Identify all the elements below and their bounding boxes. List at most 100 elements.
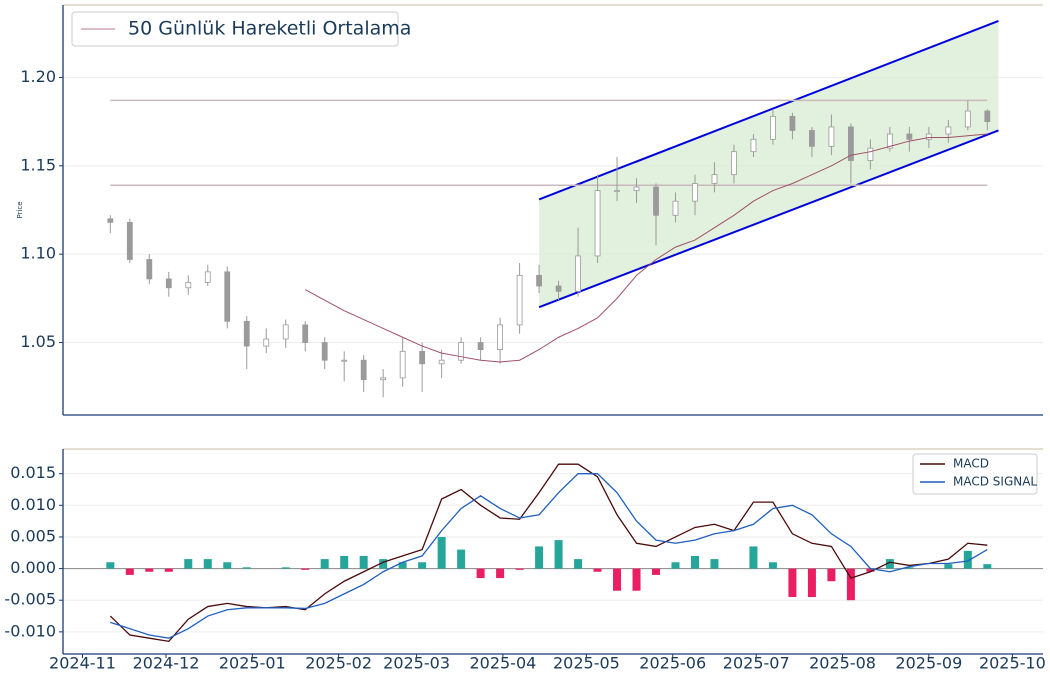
histogram-bar [223,562,232,569]
histogram-bar [652,568,661,575]
histogram-bar [807,568,816,598]
candle-body [653,186,659,216]
histogram-bar [632,568,641,591]
y-tick-label: 0.005 [10,526,56,545]
histogram-bar [866,568,875,572]
histogram-bar [145,568,154,572]
histogram-bar [457,549,466,569]
histogram-bar [905,567,914,569]
histogram-bar [885,559,894,569]
x-tick-label: 2024-12 [133,654,200,673]
histogram-bar [827,568,836,582]
candle-body [126,221,133,260]
candle-body [575,255,581,292]
candle-body [360,359,367,381]
histogram-bar [749,546,758,569]
y-tick-label: 0.015 [10,463,56,482]
histogram-bar [944,564,953,569]
histogram-bar [846,568,855,601]
channel-line [538,19,999,201]
histogram-bar [301,568,310,570]
candle-body [809,130,815,147]
y-tick-label: 0.000 [10,558,56,577]
candle-body [906,133,913,140]
candle-body [789,115,796,131]
histogram-bar [242,567,251,569]
candle-body [925,133,932,140]
candle-body [964,110,971,128]
x-tick-label: 2025-08 [809,654,876,673]
channel-fill [539,20,999,308]
candle-body [243,320,250,347]
histogram-bar [359,555,368,569]
legend-label: MACD [953,457,989,471]
y-tick-label: -0.010 [4,621,56,640]
y-tick-label: 1.15 [20,155,56,174]
candle-body [458,342,465,361]
candle-body [945,126,952,135]
histogram-bar [437,536,446,569]
candle-body [146,259,153,280]
candle-body [438,359,445,365]
histogram-bar [554,540,563,569]
candle-body [419,350,426,365]
candle-body [263,338,270,347]
candle-body [185,282,192,289]
candle-body [204,271,211,283]
x-tick-label: 2025-09 [895,654,962,673]
histogram-bar [320,559,329,569]
macd-line [110,473,988,639]
y-tick-label: 1.10 [20,244,56,263]
x-tick-label: 2025-01 [219,654,286,673]
histogram-bar [535,546,544,569]
histogram-bar [476,568,485,579]
x-tick-label: 2024-11 [49,654,116,673]
histogram-bar [671,562,680,569]
moving-average-line [304,133,988,363]
candle-body [224,271,231,322]
histogram-bar [768,562,777,569]
histogram-bar [983,564,992,569]
histogram-bar [125,568,134,575]
candle-body [497,324,504,351]
channel-line [538,129,999,309]
histogram-bar [184,559,193,569]
y-tick-label: 1.05 [20,332,56,351]
histogram-bar [203,559,212,569]
histogram-bar [281,567,290,569]
candle-body [341,359,348,362]
y-axis-label: Price [16,201,24,218]
candle-body [711,174,718,184]
y-tick-label: -0.005 [4,590,56,609]
histogram-bar [106,562,115,569]
candle-body [770,115,776,140]
histogram-bar [340,555,349,569]
candle-body [672,200,679,216]
histogram-bar [515,568,524,570]
histogram-bar [496,568,505,579]
candle-body [536,274,542,287]
histogram-bar [574,559,583,569]
candle-body [555,285,562,292]
histogram-bar [788,568,797,598]
candle-body [750,138,757,153]
histogram-bar [379,559,388,569]
x-tick-label: 2025-06 [639,654,706,673]
x-tick-label: 2025-03 [383,654,450,673]
candle-body [282,324,289,340]
histogram-bar [593,568,602,572]
candle-body [984,110,991,123]
candle-body [165,278,172,289]
histogram-bar [418,562,427,569]
y-tick-label: 0.010 [10,495,56,514]
candle-body [633,186,640,191]
histogram-bar [613,568,622,591]
candle-body [302,324,309,343]
x-tick-label: 2025-05 [553,654,620,673]
y-tick-label: 1.20 [20,67,56,86]
candle-body [692,183,698,202]
candle-body [516,274,523,326]
candle-body [477,342,484,351]
legend-box [71,11,399,47]
